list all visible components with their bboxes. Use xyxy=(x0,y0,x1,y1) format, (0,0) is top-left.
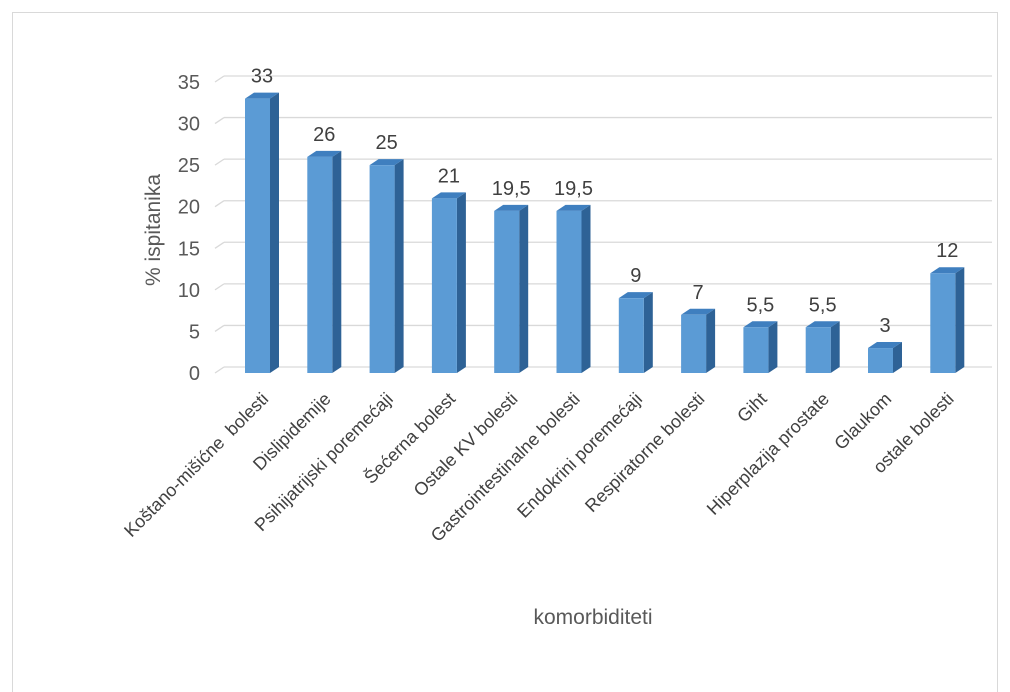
bar-top xyxy=(556,204,591,211)
bar-top xyxy=(743,321,778,328)
x-category-label: Respiratorne bolesti xyxy=(581,389,708,516)
x-category-label: Glaukom xyxy=(830,389,895,454)
bar xyxy=(681,308,716,373)
data-labels: 33 26 25 21 19,5 19,5 9 7 5,5 5,5 3 12 xyxy=(251,66,959,337)
bar-top xyxy=(805,321,840,328)
gridline-depth xyxy=(214,75,225,83)
bar-front xyxy=(618,298,644,373)
y-tick-label: 10 xyxy=(178,280,200,302)
bar-top xyxy=(930,267,965,274)
data-label: 26 xyxy=(313,124,335,146)
y-tick-label: 5 xyxy=(189,321,200,343)
bar xyxy=(618,292,653,373)
gridline-depth xyxy=(214,241,225,249)
gridline-depth xyxy=(214,158,225,166)
bar-top xyxy=(307,150,342,157)
bar-front xyxy=(743,327,769,373)
bar-side xyxy=(581,204,591,373)
bar xyxy=(556,204,591,373)
gridline-depth xyxy=(214,324,225,332)
data-label: 12 xyxy=(936,240,958,262)
data-label: 21 xyxy=(438,165,460,187)
gridline-depth xyxy=(214,283,225,291)
bar-front xyxy=(307,156,333,373)
bar-side xyxy=(519,204,529,373)
bar-front xyxy=(930,273,956,373)
x-category-label: Hiperplazija prostate xyxy=(703,389,833,519)
bar-side xyxy=(456,192,466,373)
bar xyxy=(369,159,404,373)
bar-side xyxy=(270,92,279,373)
x-category-label: Koštano-mišićne bolesti xyxy=(120,389,272,541)
y-axis-title: % ispitanika xyxy=(142,174,165,286)
bar-top xyxy=(245,92,279,99)
data-label: 25 xyxy=(375,132,397,154)
bar-top xyxy=(868,342,902,349)
bar-front xyxy=(681,314,707,373)
bar-top xyxy=(431,192,466,199)
data-label: 9 xyxy=(630,265,641,287)
data-label: 19,5 xyxy=(492,178,531,200)
y-tick-label: 20 xyxy=(178,197,200,219)
bar xyxy=(494,204,529,373)
bar-top xyxy=(494,204,529,211)
data-label: 5,5 xyxy=(809,294,837,316)
x-category-label: Giht xyxy=(733,389,770,426)
bar-front xyxy=(805,327,831,373)
y-tick-label: 35 xyxy=(178,72,200,94)
bar-side xyxy=(893,342,902,373)
data-label: 7 xyxy=(693,282,704,304)
gridline-depth xyxy=(214,200,225,208)
y-tick-label: 0 xyxy=(189,363,200,385)
x-category-label: Ostale KV bolesti xyxy=(410,389,522,501)
bars xyxy=(245,92,965,373)
bar-front xyxy=(245,98,270,373)
bar-top xyxy=(681,308,716,315)
gridline-depth xyxy=(214,366,225,374)
bar-side xyxy=(706,308,716,373)
bar-top xyxy=(369,159,404,166)
x-axis-categories: Koštano-mišićne bolestiDislipidemijePsih… xyxy=(120,388,957,546)
bar xyxy=(743,321,778,373)
bar xyxy=(307,150,342,373)
bar-side xyxy=(332,150,342,373)
x-axis-title: komorbiditeti xyxy=(533,606,652,629)
bar-front xyxy=(494,210,520,373)
data-label: 3 xyxy=(879,315,890,337)
bar-front xyxy=(868,348,893,373)
bar-side xyxy=(955,267,965,373)
data-label: 33 xyxy=(251,66,273,88)
gridline-depth xyxy=(214,117,225,125)
data-label: 19,5 xyxy=(554,178,593,200)
bar-side xyxy=(768,321,778,373)
y-tick-label: 15 xyxy=(178,238,200,260)
bar-side xyxy=(830,321,840,373)
bar xyxy=(431,192,466,373)
bar-top xyxy=(618,292,653,299)
bar-front xyxy=(369,165,395,373)
gridlines xyxy=(214,75,992,374)
bar-side xyxy=(643,292,653,373)
x-category-label: Endokrini poremećaji xyxy=(513,389,646,522)
y-tick-label: 25 xyxy=(178,155,200,177)
bar xyxy=(930,267,965,373)
bar-front xyxy=(431,198,457,373)
bar-side xyxy=(394,159,404,373)
bar xyxy=(245,92,279,373)
y-tick-label: 30 xyxy=(178,114,200,136)
bar-front xyxy=(556,210,582,373)
y-axis-ticks: 0 5 10 15 20 25 30 35 xyxy=(178,72,200,385)
data-label: 5,5 xyxy=(746,294,774,316)
bar xyxy=(868,342,902,373)
bar xyxy=(805,321,840,373)
